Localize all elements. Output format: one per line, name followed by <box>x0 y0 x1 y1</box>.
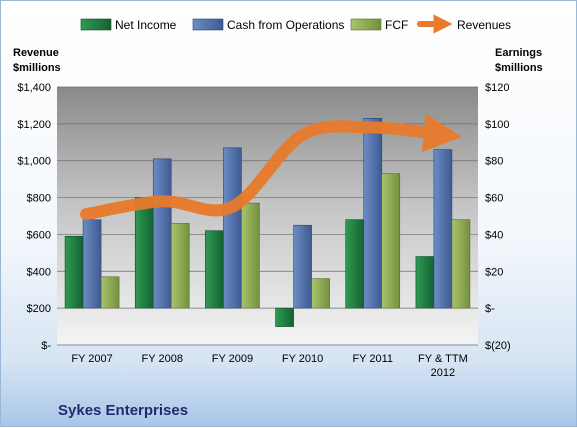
legend: Net Income Cash from Operations FCF Reve… <box>80 14 511 34</box>
x-tick-label: FY 2011 <box>352 353 393 365</box>
x-tick-label: FY 2008 <box>142 353 183 365</box>
bar-net-income <box>345 219 365 309</box>
x-tick-label: FY 2009 <box>212 353 253 365</box>
bar-fcf <box>100 276 120 309</box>
chart-title: Sykes Enterprises <box>58 402 188 419</box>
left-tick-label: $200 <box>27 303 51 315</box>
bar-cash-from-operations <box>152 158 172 309</box>
right-axis-title-line2: $millions <box>495 62 543 74</box>
right-tick-label: $- <box>485 303 495 315</box>
right-tick-label: $40 <box>485 229 503 241</box>
legend-item-revenues: Revenues <box>417 14 511 34</box>
revenue-line <box>80 113 463 221</box>
right-tick-label: $60 <box>485 193 503 205</box>
left-tick-label: $600 <box>27 229 51 241</box>
legend-label-net-income: Net Income <box>115 18 177 32</box>
right-tick-label: $(20) <box>485 340 511 352</box>
revenue-line-path <box>80 113 463 221</box>
x-tick-label: FY 2007 <box>71 353 112 365</box>
left-axis-title-line1: Revenue <box>13 47 59 59</box>
left-tick-label: $- <box>41 340 51 352</box>
bar-net-income <box>134 197 154 309</box>
bar-fcf <box>381 173 401 309</box>
bar-net-income <box>64 235 84 309</box>
bar-fcf <box>170 223 190 309</box>
bar-fcf <box>311 278 330 309</box>
bar-fcf <box>241 202 260 309</box>
legend-swatch-net-income <box>80 18 112 31</box>
bar-net-income <box>275 307 294 327</box>
x-tick-label: FY 2010 <box>282 353 323 365</box>
right-tick-label: $80 <box>485 156 503 168</box>
left-axis-ticks: $- $200 $400 $600 $800 $1,000 $1,200 $1,400 <box>17 82 51 352</box>
bar-cash-from-operations <box>433 149 453 309</box>
legend-label-cash-from-operations: Cash from Operations <box>227 18 344 32</box>
left-tick-label: $1,000 <box>17 156 51 168</box>
x-tick-label: FY & TTM 2012 <box>418 353 468 379</box>
gridlines <box>57 86 478 346</box>
right-axis-title-line1: Earnings <box>495 47 542 59</box>
left-tick-label: $400 <box>27 266 51 278</box>
x-axis-ticks: FY 2007 FY 2008 FY 2009 FY 2010 FY 2011 FY & … <box>71 353 467 379</box>
left-tick-label: $1,400 <box>17 82 51 94</box>
bar-cash-from-operations <box>293 224 312 309</box>
right-tick-label: $120 <box>485 82 509 94</box>
legend-label-fcf: FCF <box>385 18 408 32</box>
legend-item-net-income: Net Income <box>80 18 177 32</box>
bar-cash-from-operations <box>82 219 102 309</box>
legend-item-cash-from-operations: Cash from Operations <box>192 18 344 32</box>
bar-fcf <box>451 219 471 309</box>
legend-item-fcf: FCF <box>350 18 408 32</box>
left-tick-label: $800 <box>27 193 51 205</box>
right-tick-label: $100 <box>485 119 509 131</box>
bar-net-income <box>415 256 435 309</box>
bar-net-income <box>205 230 224 309</box>
bar-cash-from-operations <box>223 147 242 309</box>
right-tick-label: $20 <box>485 266 503 278</box>
left-axis-title-line2: $millions <box>13 62 61 74</box>
legend-swatch-cash-from-operations <box>192 18 224 31</box>
legend-label-revenues: Revenues <box>457 18 511 32</box>
legend-swatch-fcf <box>350 18 382 31</box>
left-tick-label: $1,200 <box>17 119 51 131</box>
bar-cash-from-operations <box>363 118 383 309</box>
right-axis-ticks: $(20) $- $20 $40 $60 $80 $100 $120 <box>485 82 511 352</box>
